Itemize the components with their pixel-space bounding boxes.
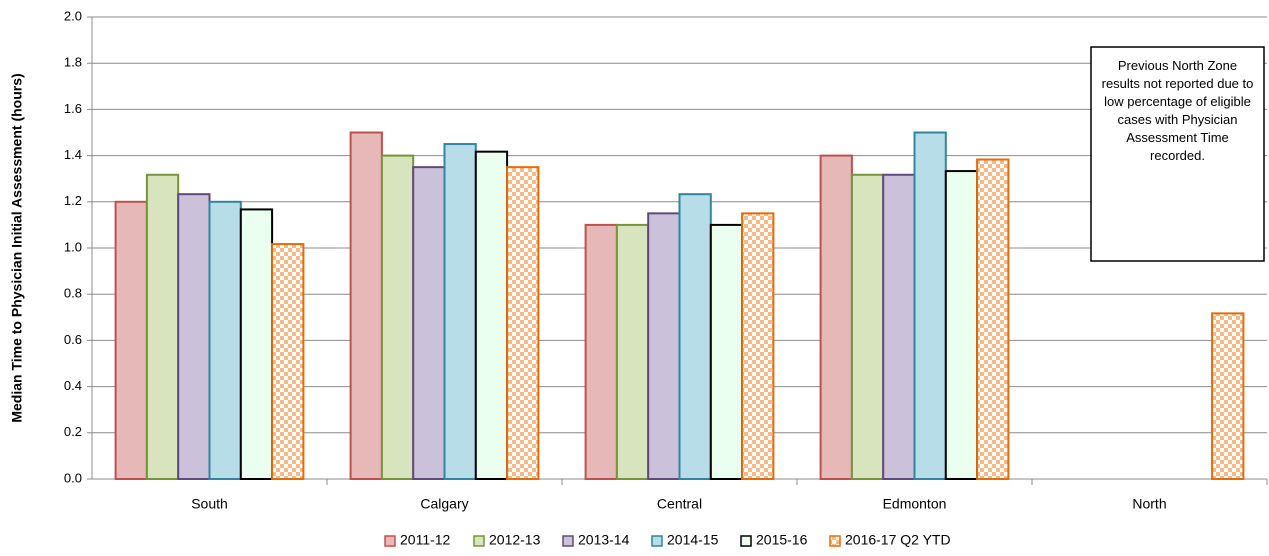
y-tick-label: 2.0	[64, 8, 82, 23]
bar	[380, 154, 415, 480]
bar	[239, 208, 274, 480]
bar	[976, 158, 1010, 480]
x-tick-label: South	[191, 496, 228, 512]
annotation-text: Previous North Zone results not reported…	[1101, 58, 1254, 163]
x-tick-label: North	[1132, 496, 1166, 512]
bar	[741, 212, 775, 480]
legend-label: 2013-14	[578, 532, 630, 548]
bar	[443, 143, 477, 481]
legend-label: 2014-15	[667, 532, 719, 548]
y-tick-label: 1.4	[64, 147, 82, 162]
bar	[114, 200, 148, 481]
bar	[882, 173, 916, 480]
legend-swatch	[384, 535, 396, 547]
bar	[944, 170, 979, 480]
y-tick-label: 0.8	[64, 286, 82, 301]
x-tick-label: Central	[657, 496, 702, 512]
x-tick-label: Edmonton	[883, 496, 947, 512]
legend-swatch	[829, 535, 841, 547]
legend-swatch	[473, 535, 485, 547]
bar	[709, 223, 744, 480]
y-tick-label: 1.6	[64, 101, 82, 116]
annotation: Previous North Zone results not reported…	[1101, 58, 1254, 163]
bar	[474, 150, 509, 480]
bar	[913, 131, 947, 480]
bar	[145, 173, 180, 480]
bar	[850, 173, 885, 480]
bar	[819, 154, 853, 480]
legend-swatch	[740, 535, 752, 547]
y-tick-label: 1.8	[64, 55, 82, 70]
bar	[1211, 312, 1245, 480]
legend-label: 2015-16	[756, 532, 808, 548]
bar	[647, 212, 681, 480]
x-tick-label: Calgary	[420, 496, 468, 512]
bar	[412, 166, 446, 480]
bar	[584, 223, 618, 480]
legend-label: 2012-13	[489, 532, 541, 548]
bar	[678, 193, 712, 480]
bar	[506, 166, 540, 480]
y-tick-label: 0.0	[64, 470, 82, 485]
y-tick-label: 0.6	[64, 332, 82, 347]
legend-label: 2016-17 Q2 YTD	[845, 532, 951, 548]
legend-label: 2011-12	[400, 532, 451, 548]
bar	[615, 223, 650, 480]
bar	[177, 193, 211, 480]
legend-swatch	[562, 535, 574, 547]
y-axis-title: Median Time to Physician Initial Assessm…	[9, 73, 25, 422]
bar	[208, 200, 242, 481]
legend-swatch	[651, 535, 663, 547]
y-tick-label: 0.4	[64, 378, 82, 393]
y-tick-label: 1.0	[64, 239, 82, 254]
y-tick-label: 1.2	[64, 193, 82, 208]
y-tick-label: 0.2	[64, 424, 82, 439]
annotation-box	[1090, 46, 1265, 262]
bar	[271, 243, 305, 480]
bar	[349, 131, 383, 480]
